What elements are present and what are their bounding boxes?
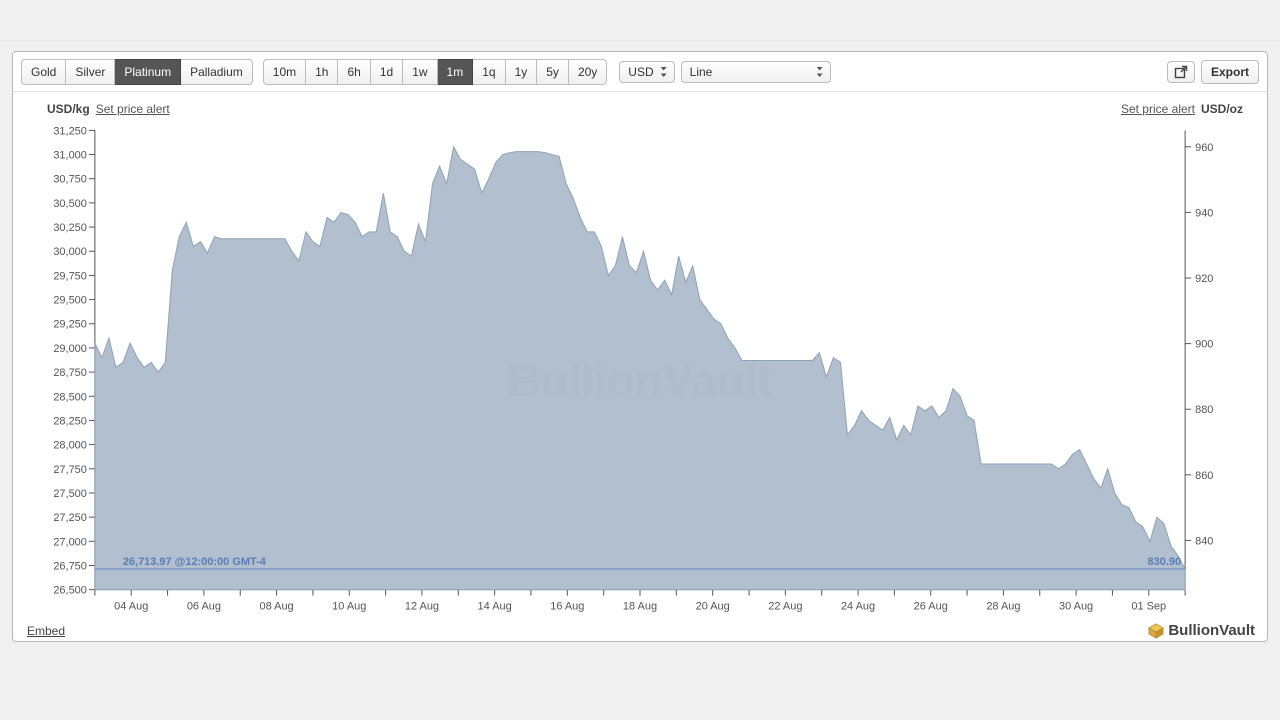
currency-select[interactable]: USD: [619, 61, 674, 83]
svg-text:31,250: 31,250: [53, 125, 87, 137]
price-alert-link-left[interactable]: Set price alert: [96, 102, 170, 116]
embed-link[interactable]: Embed: [27, 624, 65, 638]
svg-text:27,500: 27,500: [53, 488, 87, 500]
svg-text:29,000: 29,000: [53, 343, 87, 355]
svg-text:26,500: 26,500: [53, 585, 87, 597]
svg-text:26,713.97 @12:00:00 GMT-4: 26,713.97 @12:00:00 GMT-4: [123, 556, 267, 568]
chart-header: USD/kg Set price alert Set price alert U…: [13, 92, 1267, 116]
svg-text:27,000: 27,000: [53, 536, 87, 548]
svg-text:830.90: 830.90: [1148, 556, 1182, 568]
export-label: Export: [1211, 65, 1249, 79]
range-tab-5y[interactable]: 5y: [537, 59, 569, 85]
chart-type-select[interactable]: Line: [681, 61, 831, 83]
svg-text:27,750: 27,750: [53, 464, 87, 476]
svg-text:880: 880: [1195, 404, 1213, 416]
svg-text:30,500: 30,500: [53, 198, 87, 210]
range-tab-1m[interactable]: 1m: [438, 59, 474, 85]
currency-select-value: USD: [628, 65, 653, 79]
svg-text:30,750: 30,750: [53, 174, 87, 186]
svg-text:28,000: 28,000: [53, 440, 87, 452]
brand-text: BullionVault: [1168, 622, 1255, 639]
page: GoldSilverPlatinumPalladium 10m1h6h1d1w1…: [0, 0, 1280, 720]
popout-button[interactable]: [1167, 61, 1195, 83]
range-tab-1h[interactable]: 1h: [306, 59, 338, 85]
metal-tab-platinum[interactable]: Platinum: [115, 59, 181, 85]
popout-icon: [1174, 65, 1188, 79]
range-tab-6h[interactable]: 6h: [338, 59, 370, 85]
header-right: Set price alert USD/oz: [1121, 102, 1243, 116]
range-tab-10m[interactable]: 10m: [263, 59, 306, 85]
metal-tab-silver[interactable]: Silver: [66, 59, 115, 85]
svg-text:840: 840: [1195, 535, 1213, 547]
svg-text:20 Aug: 20 Aug: [696, 601, 730, 613]
svg-text:940: 940: [1195, 207, 1213, 219]
svg-text:26,750: 26,750: [53, 560, 87, 572]
range-tab-1d[interactable]: 1d: [371, 59, 403, 85]
svg-text:29,250: 29,250: [53, 319, 87, 331]
price-alert-link-right[interactable]: Set price alert: [1121, 102, 1195, 116]
svg-text:31,000: 31,000: [53, 150, 87, 162]
svg-text:30,250: 30,250: [53, 222, 87, 234]
range-tabs: 10m1h6h1d1w1m1q1y5y20y: [263, 59, 608, 85]
chart-card: GoldSilverPlatinumPalladium 10m1h6h1d1w1…: [12, 51, 1268, 642]
metal-tabs: GoldSilverPlatinumPalladium: [21, 59, 253, 85]
svg-text:28,500: 28,500: [53, 391, 87, 403]
svg-text:22 Aug: 22 Aug: [768, 601, 802, 613]
range-tab-1q[interactable]: 1q: [473, 59, 505, 85]
range-tab-1y[interactable]: 1y: [506, 59, 538, 85]
svg-text:26 Aug: 26 Aug: [914, 601, 948, 613]
right-unit: USD/oz: [1201, 102, 1243, 116]
chart-area: 26,500 26,750 27,000 27,250 27,500 27,750 28,0…: [25, 120, 1255, 620]
svg-text:14 Aug: 14 Aug: [478, 601, 512, 613]
svg-text:12 Aug: 12 Aug: [405, 601, 439, 613]
svg-text:29,500: 29,500: [53, 295, 87, 307]
svg-text:900: 900: [1195, 339, 1213, 351]
toolbar: GoldSilverPlatinumPalladium 10m1h6h1d1w1…: [13, 52, 1267, 92]
chart-type-select-value: Line: [690, 65, 713, 79]
svg-text:30,000: 30,000: [53, 246, 87, 258]
range-tab-20y[interactable]: 20y: [569, 59, 607, 85]
svg-text:28,750: 28,750: [53, 367, 87, 379]
header-left: USD/kg Set price alert: [47, 102, 170, 116]
metal-tab-gold[interactable]: Gold: [21, 59, 66, 85]
svg-text:18 Aug: 18 Aug: [623, 601, 657, 613]
svg-text:29,750: 29,750: [53, 270, 87, 282]
svg-text:860: 860: [1195, 470, 1213, 482]
svg-text:06 Aug: 06 Aug: [187, 601, 221, 613]
svg-text:27,250: 27,250: [53, 512, 87, 524]
svg-text:30 Aug: 30 Aug: [1059, 601, 1093, 613]
export-button[interactable]: Export: [1201, 60, 1259, 84]
chart-svg: 26,500 26,750 27,000 27,250 27,500 27,750 28,0…: [25, 120, 1255, 620]
brand-cube-icon: [1148, 623, 1164, 639]
svg-text:28 Aug: 28 Aug: [986, 601, 1020, 613]
svg-text:920: 920: [1195, 273, 1213, 285]
svg-text:01 Sep: 01 Sep: [1131, 601, 1166, 613]
left-unit: USD/kg: [47, 102, 90, 116]
svg-text:16 Aug: 16 Aug: [550, 601, 584, 613]
footer: Embed BullionVault: [13, 620, 1267, 641]
svg-text:08 Aug: 08 Aug: [260, 601, 294, 613]
top-band: [0, 0, 1280, 41]
range-tab-1w[interactable]: 1w: [403, 59, 437, 85]
svg-text:24 Aug: 24 Aug: [841, 601, 875, 613]
svg-text:960: 960: [1195, 142, 1213, 154]
svg-text:10 Aug: 10 Aug: [332, 601, 366, 613]
brand: BullionVault: [1148, 622, 1255, 639]
svg-text:04 Aug: 04 Aug: [114, 601, 148, 613]
metal-tab-palladium[interactable]: Palladium: [181, 59, 253, 85]
svg-text:28,250: 28,250: [53, 415, 87, 427]
